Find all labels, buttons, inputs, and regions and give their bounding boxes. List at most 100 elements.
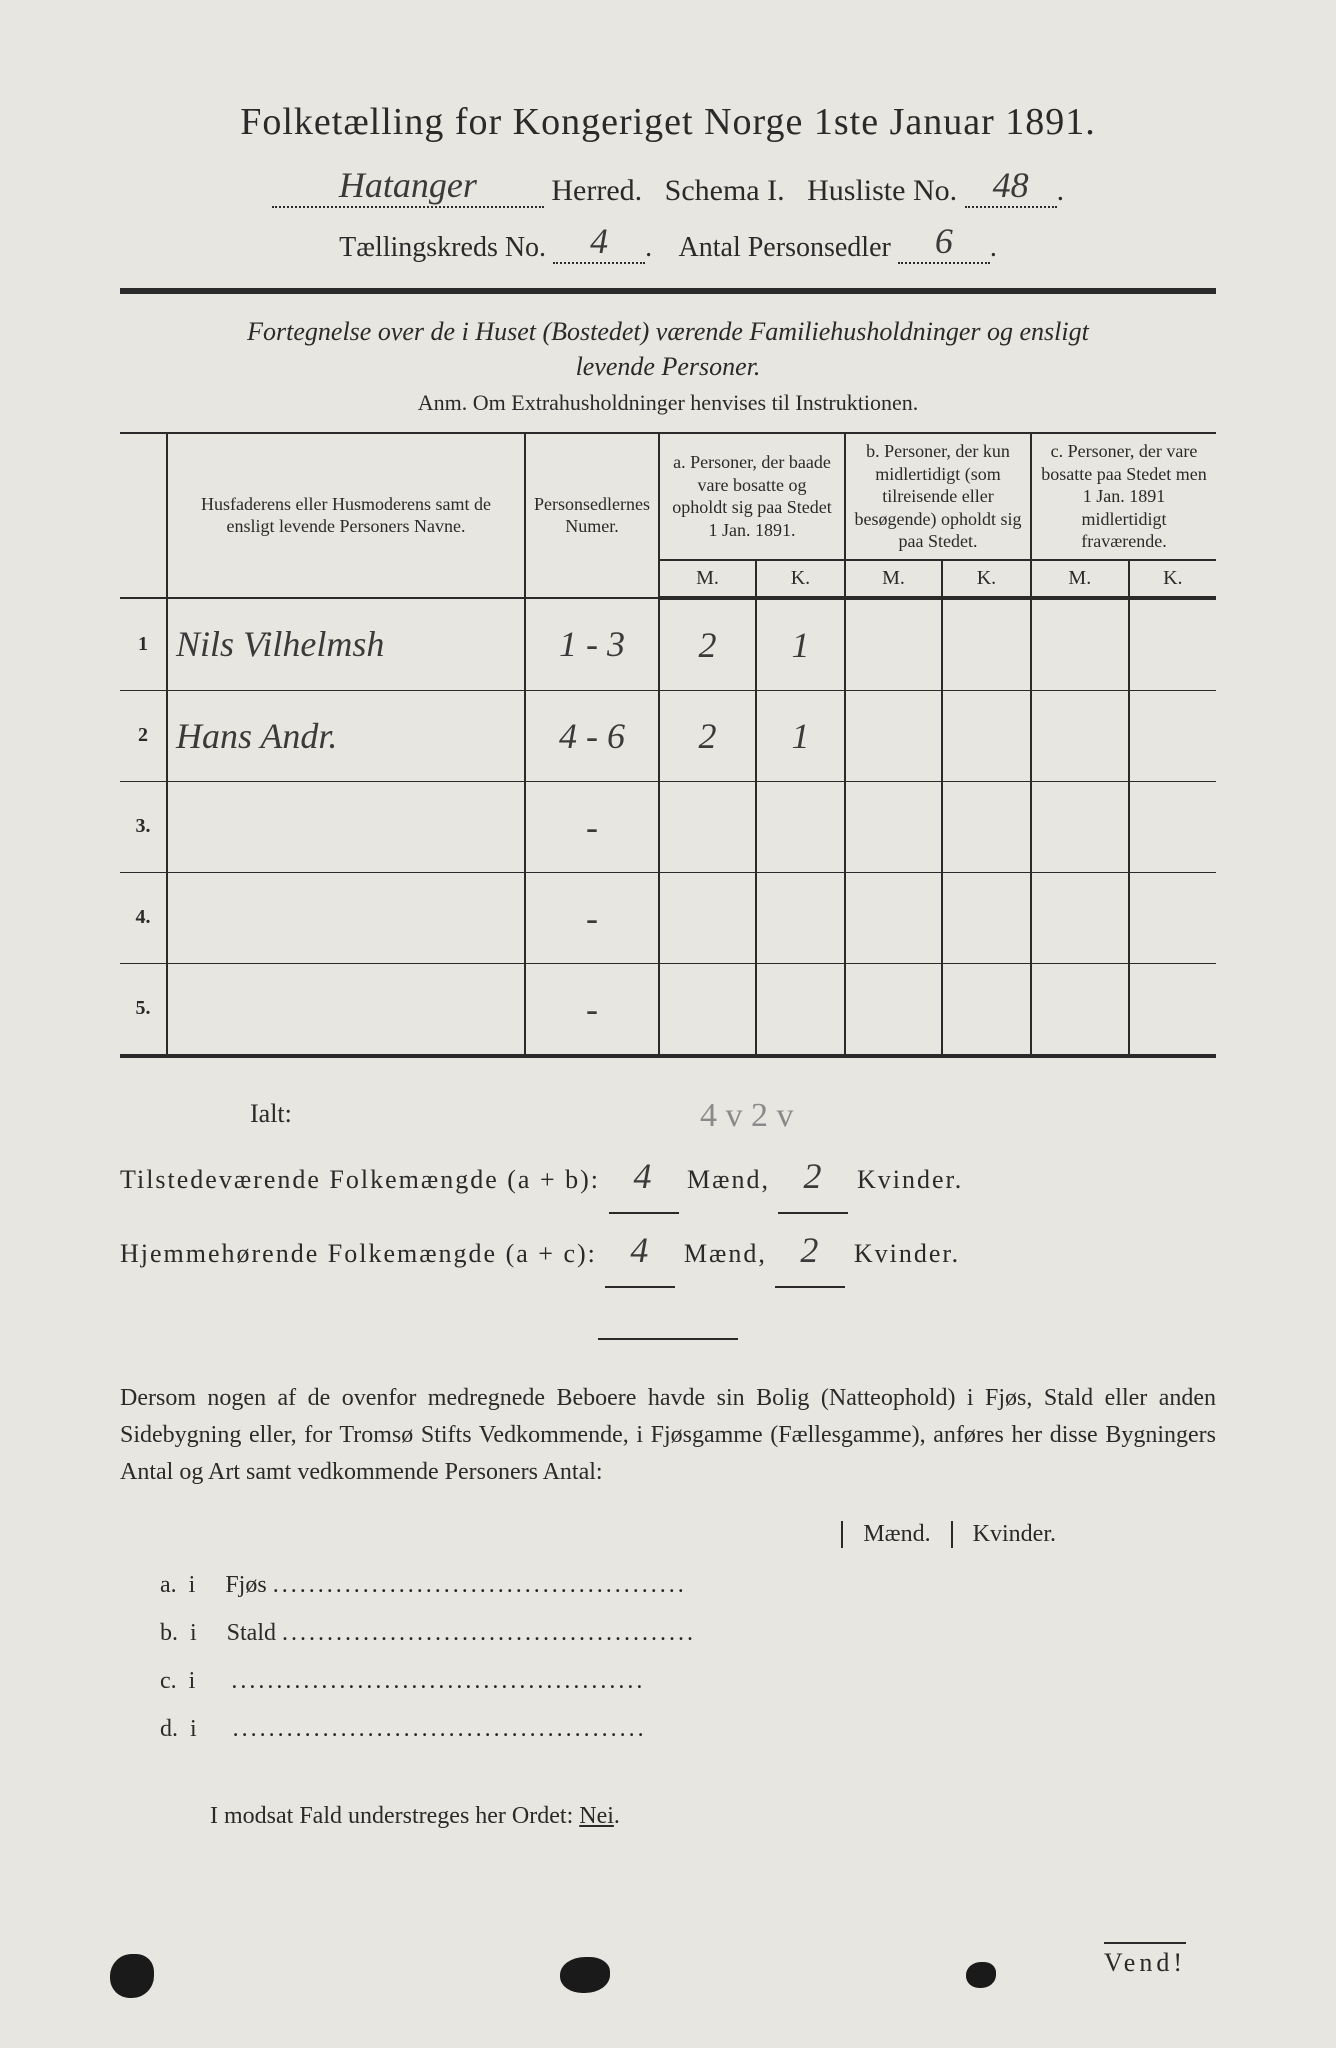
b-k [942,872,1031,963]
c-m [1031,963,1129,1056]
num-cell: - [525,781,659,872]
herred-handwritten: Hatanger [272,164,544,208]
col-b: b. Personer, der kun midlertidigt (som t… [845,433,1031,560]
table-row: 5. - [120,963,1216,1056]
ink-blot [110,1954,154,1998]
ab-maend: 4 [609,1140,679,1214]
a-k: 1 [756,598,845,691]
herred-label: Herred. [551,174,642,207]
side-list-row: b. i Stald .............................… [160,1609,1216,1657]
side-list: a. i Fjøs ..............................… [160,1561,1216,1753]
side-list-row: d. i ...................................… [160,1705,1216,1753]
nei-line: I modsat Fald understreges her Ordet: Ne… [210,1803,1216,1830]
col-c: c. Personer, der vare bosatte paa Stedet… [1031,433,1216,560]
c-m [1031,872,1129,963]
col-b-k: K. [942,560,1031,598]
ink-blot [966,1962,996,1988]
c-k [1129,781,1216,872]
num-cell: - [525,963,659,1056]
schema-label: Schema I. [665,174,785,207]
name-cell: Hans Andr. [167,690,525,781]
table-row: 1Nils Vilhelmsh1 - 321 [120,598,1216,691]
num-cell: - [525,872,659,963]
c-m [1031,781,1129,872]
c-k [1129,690,1216,781]
line-herred: Hatanger Herred. Schema I. Husliste No. … [120,164,1216,208]
c-k [1129,963,1216,1056]
husliste-no: 48 [965,164,1057,208]
a-k [756,963,845,1056]
husliste-label: Husliste No. [807,174,957,207]
side-list-row: c. i ...................................… [160,1657,1216,1705]
ac-kvinder: 2 [775,1214,845,1288]
a-m: 2 [659,690,756,781]
col-c-k: K. [1129,560,1216,598]
name-cell [167,781,525,872]
divider [120,288,1216,294]
col-c-m: M. [1031,560,1129,598]
a-m [659,872,756,963]
ab-kvinder: 2 [778,1140,848,1214]
name-cell [167,872,525,963]
census-table: Husfaderens eller Husmoderens samt de en… [120,432,1216,1058]
a-k [756,781,845,872]
a-m: 2 [659,598,756,691]
c-k [1129,598,1216,691]
table-row: 3. - [120,781,1216,872]
a-k [756,872,845,963]
ialt-label: Ialt: 4 v 2 v [250,1088,1216,1140]
col-a-k: K. [756,560,845,598]
c-m [1031,690,1129,781]
b-m [845,690,942,781]
a-m [659,781,756,872]
b-m [845,598,942,691]
row-num: 1 [120,598,167,691]
side-list-row: a. i Fjøs ..............................… [160,1561,1216,1609]
num-cell: 4 - 6 [525,690,659,781]
c-k [1129,872,1216,963]
b-m [845,963,942,1056]
kreds-no: 4 [553,220,645,264]
b-m [845,781,942,872]
personsedler-no: 6 [898,220,990,264]
table-row: 4. - [120,872,1216,963]
anm-note: Anm. Om Extrahusholdninger henvises til … [120,390,1216,416]
sum-ac: Hjemmehørende Folkemængde (a + c): 4 Mæn… [120,1214,1216,1288]
subtitle-l2: levende Personer. [576,352,761,381]
pencil-note: 4 v 2 v [700,1082,794,1150]
b-k [942,963,1031,1056]
b-m [845,872,942,963]
col-names: Husfaderens eller Husmoderens samt de en… [167,433,525,598]
personsedler-label: Antal Personsedler [679,232,891,263]
num-cell: 1 - 3 [525,598,659,691]
row-num: 4. [120,872,167,963]
subtitle-l1: Fortegnelse over de i Huset (Bostedet) v… [247,317,1089,346]
vend-label: Vend! [1104,1942,1186,1978]
mid-divider [598,1338,738,1340]
page-title: Folketælling for Kongeriget Norge 1ste J… [120,100,1216,144]
paragraph: Dersom nogen af de ovenfor medregnede Be… [120,1380,1216,1492]
col-num: Personsedlernes Numer. [525,433,659,598]
b-k [942,781,1031,872]
a-k: 1 [756,690,845,781]
col-b-m: M. [845,560,942,598]
row-num: 3. [120,781,167,872]
row-num: 5. [120,963,167,1056]
col-a-m: M. [659,560,756,598]
side-mk-header: Mænd.Kvinder. [841,1521,1076,1548]
table-row: 2Hans Andr.4 - 621 [120,690,1216,781]
c-m [1031,598,1129,691]
b-k [942,598,1031,691]
row-num: 2 [120,690,167,781]
kreds-label: Tællingskreds No. [339,232,546,263]
name-cell [167,963,525,1056]
col-a: a. Personer, der baade vare bosatte og o… [659,433,845,560]
ink-blot [560,1957,610,1993]
totals-block: Ialt: 4 v 2 v Tilstedeværende Folkemængd… [120,1088,1216,1288]
ac-maend: 4 [605,1214,675,1288]
a-m [659,963,756,1056]
b-k [942,690,1031,781]
subtitle: Fortegnelse over de i Huset (Bostedet) v… [120,314,1216,384]
sum-ab: Tilstedeværende Folkemængde (a + b): 4 M… [120,1140,1216,1214]
line-kreds: Tællingskreds No. 4. Antal Personsedler … [120,220,1216,264]
